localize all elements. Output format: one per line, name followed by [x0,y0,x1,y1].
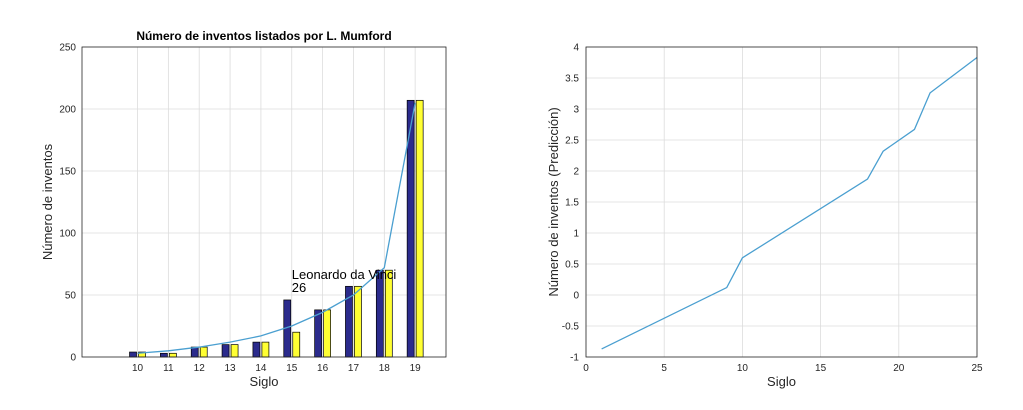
y-axis-label: Número de inventos (Predicción) [546,107,561,296]
bar-series-1 [314,309,322,358]
x-tick-label: 17 [348,363,360,374]
annotation-value: 26 [292,280,306,295]
chart-title: Número de inventos listados por L. Mumfo… [136,29,391,43]
fit-line [137,102,416,354]
y-tick-label: -1 [570,353,579,364]
tick-labels: 0 5 10 15 20 25 -1 -0.5 0 0.5 1 1.5 2 2.5 3 3.5 4 [562,43,983,375]
y-tick-label: -0.5 [562,322,580,333]
y-tick-label: 2 [573,167,579,178]
bar-chart: 10 11 12 13 14 15 16 17 18 19 0 50 100 150 200 250 Núme… [40,29,447,389]
bar-series-1 [129,351,137,358]
y-tick-label: 2.5 [565,136,579,147]
x-axis-label: Siglo [767,374,796,389]
x-tick-label: 18 [379,363,391,374]
line-chart: 0 5 10 15 20 25-1-0.500.511.522.533.54 Siglo … [546,43,983,390]
bar-series-2 [323,309,331,358]
axes-frame [585,46,978,358]
x-tick-label: 15 [286,363,298,374]
y-tick-label: 150 [59,167,76,178]
y-tick-label: 50 [65,291,77,302]
y-tick-label: 200 [59,105,76,116]
x-tick-label: 20 [893,363,905,374]
x-tick-label: 19 [410,363,422,374]
tick-labels: 10 11 12 13 14 15 16 17 18 19 0 50 100 150 200 250 [59,43,421,375]
x-tick-label: 14 [255,363,267,374]
annotation-name: Leonardo da Vinci [292,267,397,282]
y-tick-label: 250 [59,43,76,54]
x-tick-label: 0 [583,363,589,374]
series-line [601,57,978,350]
bar-series-2 [199,346,208,358]
x-tick-label: 16 [317,363,329,374]
y-tick-label: 1 [573,229,579,240]
y-tick-label: 100 [59,229,76,240]
bar-series-2 [292,331,301,358]
x-axis-label: Siglo [250,374,279,389]
y-tick-label: 4 [573,43,579,54]
x-tick-label: 12 [194,363,206,374]
y-tick-label: 0.5 [565,260,579,271]
bar-series-1 [252,341,261,358]
x-tick-label: 25 [971,363,983,374]
x-tick-label: 10 [737,363,749,374]
y-tick-label: 0 [573,291,579,302]
y-tick-label: 1.5 [565,198,579,209]
bar-series-2 [415,99,424,358]
bar-series-2 [230,344,239,358]
bars [129,99,424,358]
x-tick-label: 11 [163,363,174,374]
x-tick-label: 15 [815,363,827,374]
y-tick-label: 3.5 [565,74,579,85]
bar-series-2 [354,285,362,358]
bar-series-2 [261,341,270,358]
y-tick-label: 3 [573,105,579,116]
x-tick-label: 13 [225,363,237,374]
y-axis-label: Número de inventos [40,143,55,260]
bar-series-1 [160,352,168,358]
bar-series-1 [221,344,230,358]
bar-series-2 [384,269,393,358]
x-tick-label: 5 [661,363,667,374]
y-tick-label: 0 [70,353,76,364]
x-tick-label: 10 [132,363,144,374]
bar-series-1 [375,269,384,358]
bar-series-2 [169,352,177,358]
axes-frame [81,46,447,358]
